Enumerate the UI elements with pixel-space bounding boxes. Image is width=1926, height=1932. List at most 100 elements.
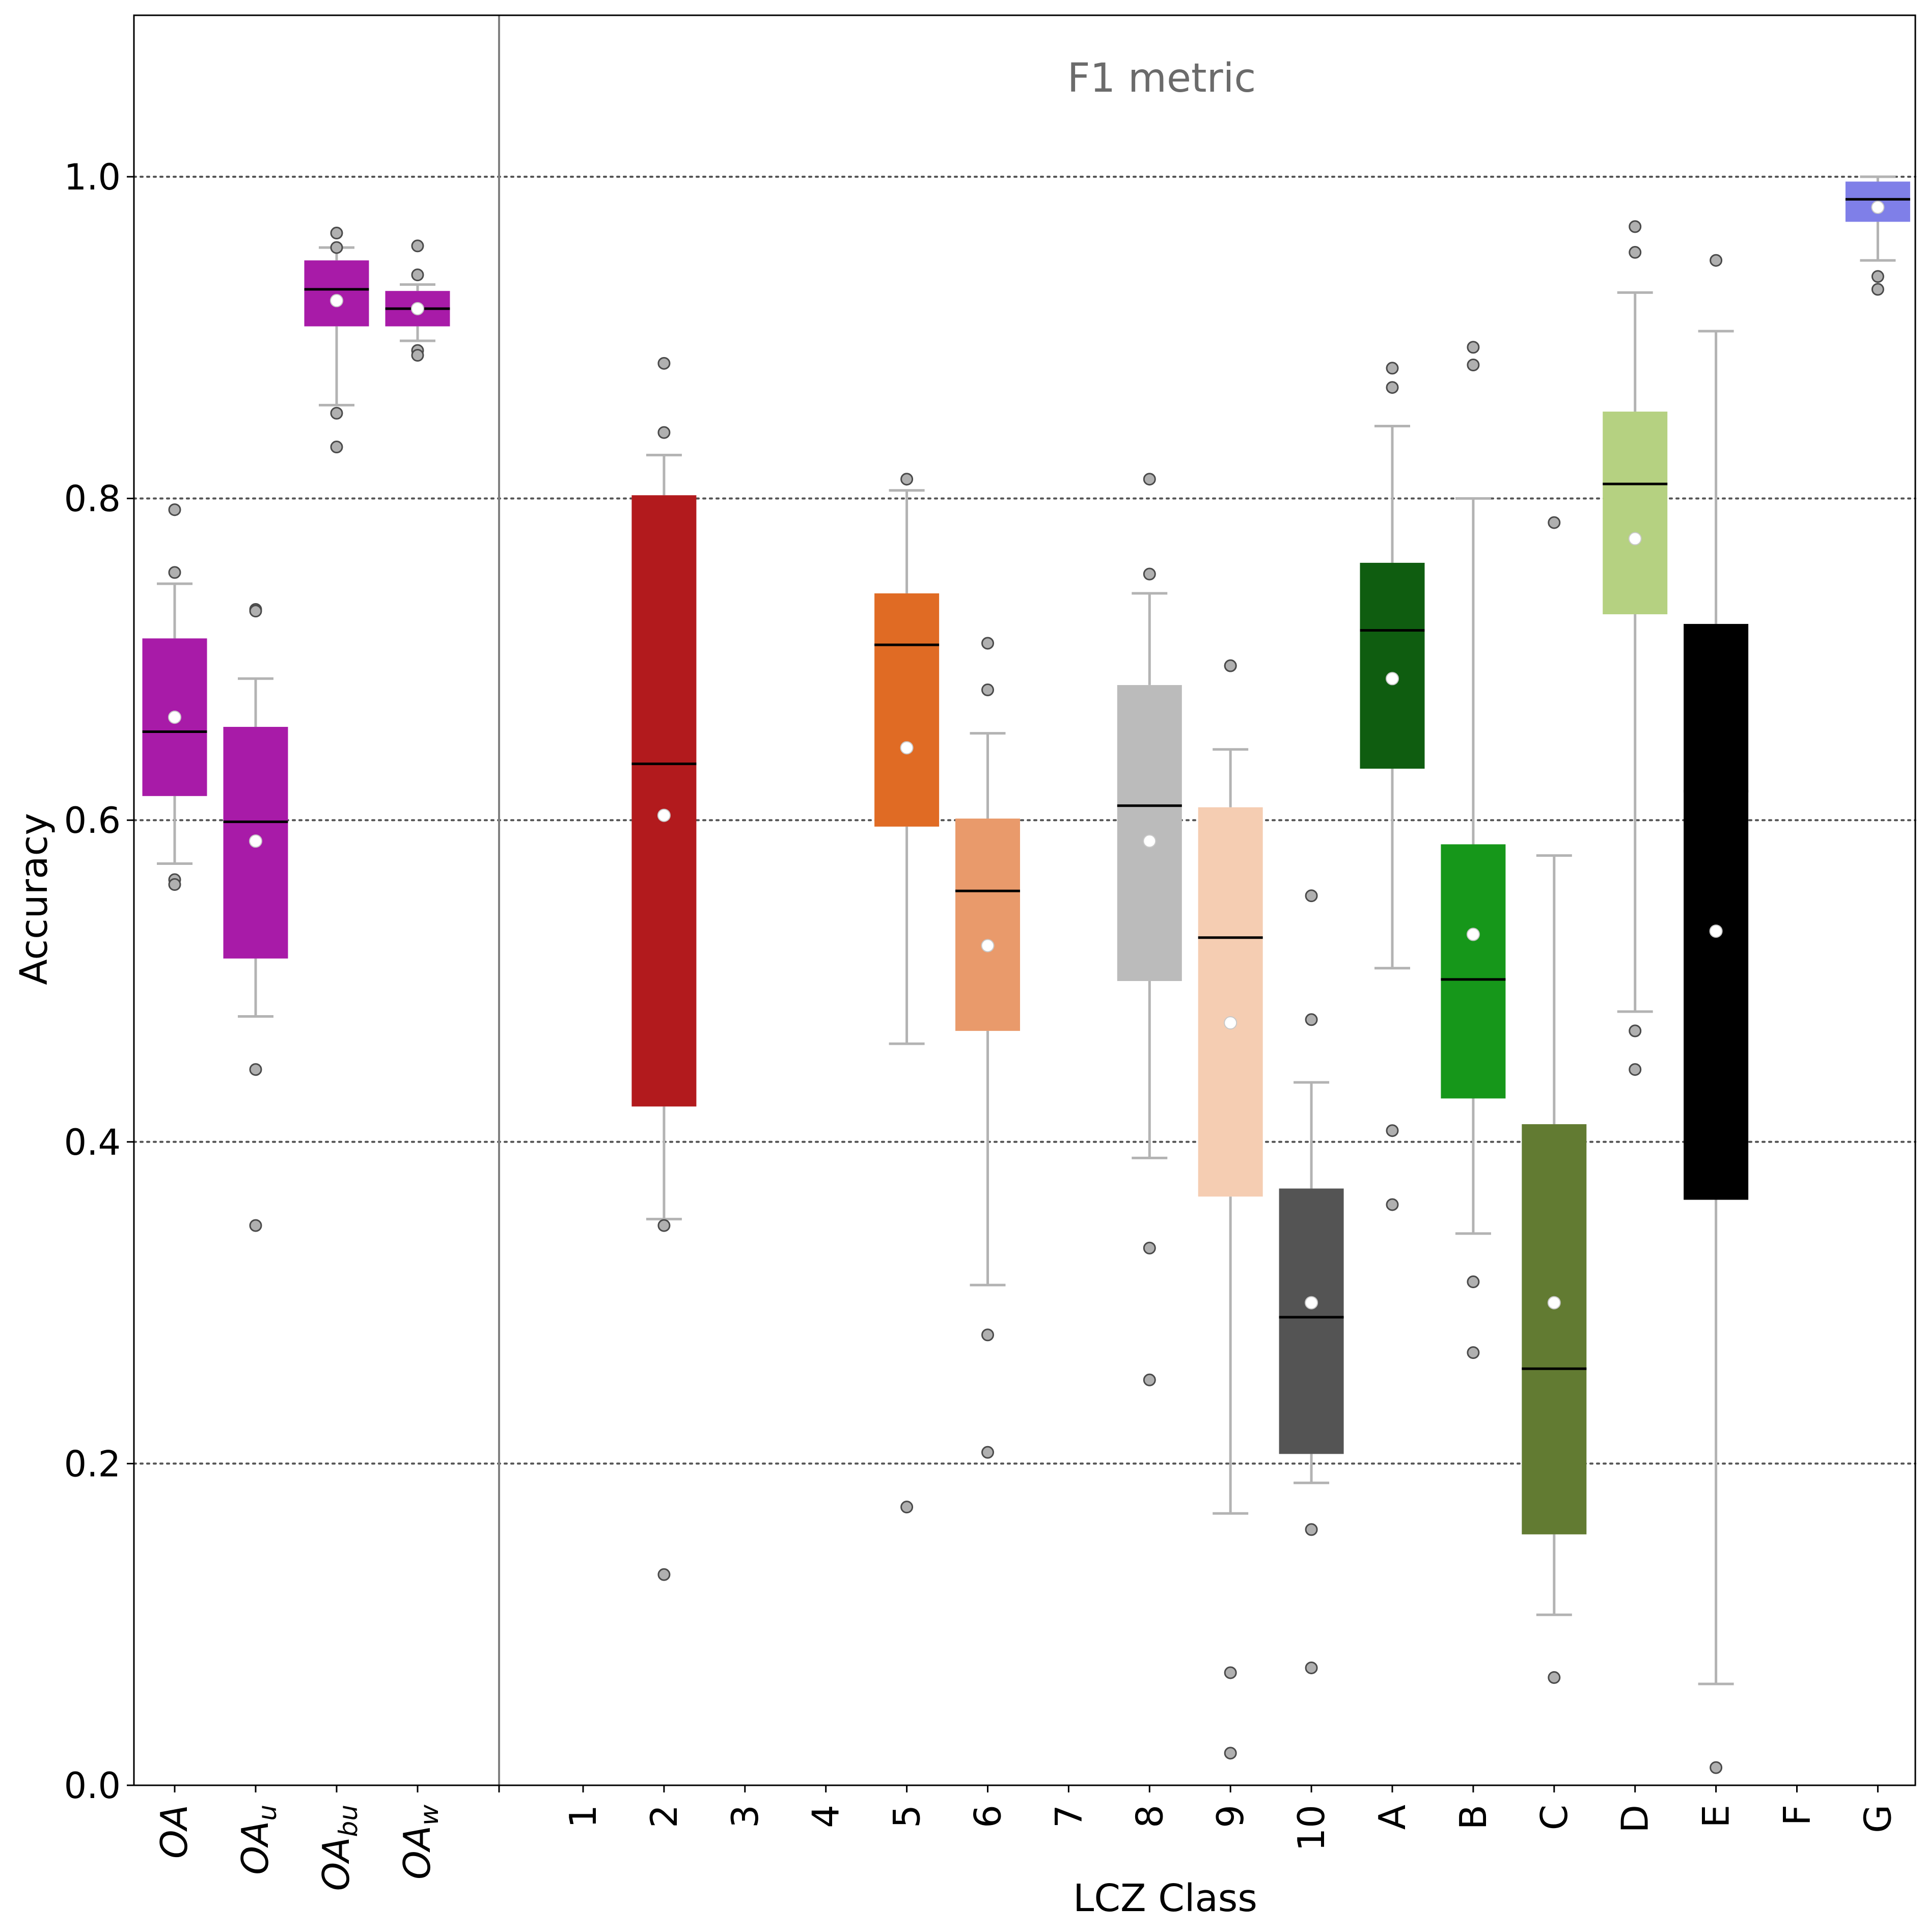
box-group-lcz-5	[874, 473, 940, 1514]
x-tick-label: 8	[1128, 1805, 1171, 1828]
outlier-point	[900, 1501, 914, 1514]
outlier-point	[981, 637, 994, 650]
x-tick-label: B	[1452, 1805, 1495, 1830]
outlier-point	[1305, 1661, 1318, 1674]
outlier-point	[1548, 516, 1561, 529]
x-tick-label: E	[1695, 1805, 1738, 1828]
mean-marker	[1547, 1296, 1561, 1310]
tick-label-base: OA	[153, 1805, 196, 1859]
mean-marker	[1871, 201, 1885, 214]
outlier-point	[657, 426, 671, 439]
iqr-box	[304, 260, 369, 326]
outlier-point	[1710, 1761, 1723, 1774]
outlier-point	[1386, 381, 1399, 394]
outlier-point	[1224, 1747, 1237, 1760]
iqr-box	[631, 495, 697, 1107]
outlier-point	[330, 241, 343, 254]
mean-marker	[1224, 1016, 1237, 1030]
outlier-point	[1224, 1666, 1237, 1679]
mean-marker	[168, 711, 181, 724]
mean-marker	[1305, 1296, 1318, 1310]
outlier-point	[1467, 1346, 1480, 1359]
x-tick-label: D	[1614, 1805, 1657, 1833]
outlier-point	[1467, 358, 1480, 371]
outlier-point	[1629, 1063, 1642, 1076]
mean-marker	[981, 939, 995, 953]
box-group-lcz-10	[1279, 889, 1344, 1674]
x-tick-label: 10	[1290, 1805, 1333, 1852]
x-tick-label: OA	[153, 1805, 196, 1859]
box-group-lcz-2	[631, 357, 697, 1581]
outlier-point	[1467, 1275, 1480, 1289]
x-tick-label: F	[1776, 1805, 1819, 1826]
outlier-point	[981, 1446, 994, 1459]
outlier-point	[330, 227, 343, 240]
outlier-point	[1305, 889, 1318, 903]
tick-label-base: OA	[234, 1821, 277, 1875]
box-group-oa-w	[385, 239, 450, 362]
mean-marker	[1143, 834, 1157, 848]
outlier-point	[330, 441, 343, 454]
iqr-box	[1522, 1124, 1587, 1535]
x-tick-label: 4	[805, 1805, 847, 1828]
outlier-point	[657, 357, 671, 370]
outlier-point	[411, 349, 424, 362]
outlier-point	[1548, 1671, 1561, 1684]
box-group-lcz-G	[1845, 175, 1910, 296]
outlier-point	[1629, 1024, 1642, 1038]
outlier-point	[1143, 473, 1156, 486]
mean-marker	[249, 834, 262, 848]
y-tick-label: 0.6	[64, 800, 121, 841]
iqr-box	[1198, 807, 1263, 1197]
outlier-point	[1305, 1523, 1318, 1536]
x-tick-label: OAw	[396, 1805, 444, 1880]
mean-marker	[1466, 928, 1480, 941]
x-tick-label: 7	[1047, 1805, 1090, 1828]
outlier-point	[1386, 1198, 1399, 1211]
x-tick-label: A	[1371, 1805, 1414, 1830]
x-tick-label: OAu	[234, 1805, 282, 1875]
iqr-box	[1603, 412, 1668, 614]
iqr-box	[955, 819, 1020, 1031]
iqr-box	[1441, 844, 1506, 1099]
outlier-point	[1386, 1124, 1399, 1137]
box-group-lcz-D	[1603, 220, 1668, 1076]
f1-metric-annotation: F1 metric	[1067, 56, 1256, 101]
iqr-box	[1684, 623, 1749, 1200]
outlier-point	[1629, 246, 1642, 259]
box-group-lcz-E	[1684, 254, 1749, 1774]
box-group-lcz-A	[1360, 362, 1425, 1211]
box-group-lcz-B	[1441, 341, 1506, 1359]
outlier-point	[1143, 1373, 1156, 1386]
box-group-oa-bu	[304, 227, 369, 454]
outlier-point	[168, 503, 181, 516]
outlier-point	[657, 1219, 671, 1232]
y-tick-label: 0.2	[64, 1443, 121, 1485]
mean-marker	[330, 294, 343, 308]
x-tick-label: OAbu	[315, 1805, 363, 1891]
outlier-point	[900, 473, 914, 486]
box-group-oa-u	[223, 603, 288, 1232]
mean-marker	[411, 302, 424, 315]
mean-marker	[1628, 532, 1642, 546]
outlier-point	[1224, 659, 1237, 672]
tick-label-subscript: w	[415, 1805, 444, 1826]
outlier-point	[411, 268, 424, 282]
box-group-lcz-C	[1522, 516, 1587, 1684]
outlier-point	[249, 605, 262, 618]
outlier-point	[249, 1063, 262, 1076]
x-tick-label: 5	[886, 1805, 928, 1828]
y-axis-label: Accuracy	[12, 813, 56, 985]
outlier-point	[1143, 1241, 1156, 1255]
x-axis-label: LCZ Class	[1073, 1876, 1257, 1920]
iqr-box	[874, 593, 940, 827]
y-tick-label: 0.0	[64, 1765, 121, 1807]
mean-marker	[1709, 924, 1723, 938]
plot-frame	[133, 14, 1916, 1786]
iqr-box	[1117, 685, 1182, 981]
y-tick-label: 0.8	[64, 478, 121, 520]
tick-label-subscript: bu	[334, 1805, 363, 1837]
x-tick-label: 9	[1209, 1805, 1252, 1828]
box-group-lcz-8	[1117, 473, 1182, 1386]
box-layer	[142, 175, 1910, 1774]
